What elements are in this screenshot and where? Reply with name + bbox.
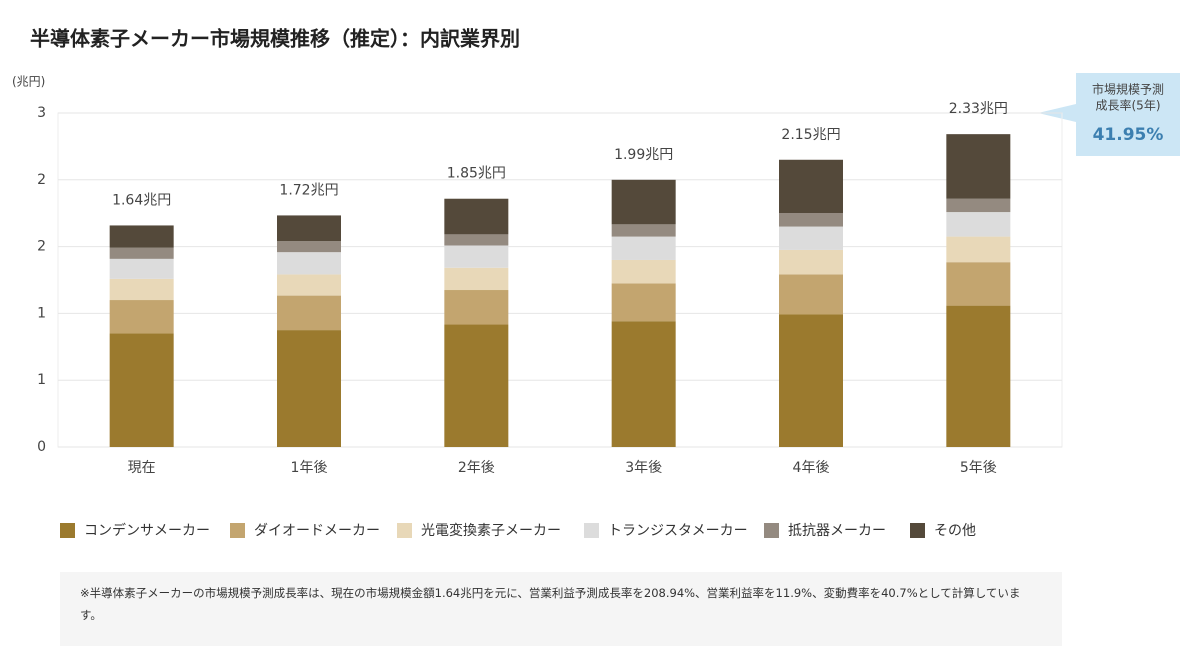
bar-segment xyxy=(277,330,341,447)
footnote: ※半導体素子メーカーの市場規模予測成長率は、現在の市場規模金額1.64兆円を元に… xyxy=(60,572,1062,646)
bar-segment xyxy=(779,249,843,275)
bar-segment xyxy=(444,324,509,447)
bar-segment xyxy=(946,212,1011,237)
callout-box xyxy=(1038,73,1180,156)
bar-total-label: 1.72兆円 xyxy=(279,182,338,198)
x-tick-label: 3年後 xyxy=(625,460,662,476)
bar-segment xyxy=(444,198,509,235)
bar-segment xyxy=(611,259,676,284)
legend-label: コンデンサメーカー xyxy=(84,522,210,539)
legend-label: 光電変換素子メーカー xyxy=(421,522,561,539)
legend-swatch xyxy=(60,523,75,538)
chart: 半導体素子メーカー市場規模推移（推定）：内訳業界別 (兆円) 市場規模予測 成長… xyxy=(12,27,1180,539)
bar-segment xyxy=(444,290,509,325)
bar-segment xyxy=(946,134,1011,199)
bar-total-label: 1.85兆円 xyxy=(447,166,506,182)
bar-segment xyxy=(611,283,676,322)
bar-segment xyxy=(779,274,843,315)
callout-text: 市場規模予測 xyxy=(1092,82,1164,97)
y-tick-label: 1 xyxy=(37,305,46,321)
bar-segment xyxy=(109,258,174,279)
bar-segment xyxy=(611,321,676,447)
bar-segment xyxy=(779,159,843,214)
y-tick-label: 3 xyxy=(37,105,46,121)
bar-segment xyxy=(611,236,676,260)
x-tick-label: 4年後 xyxy=(793,460,830,476)
bar-segment xyxy=(946,236,1011,263)
y-tick-label: 2 xyxy=(37,239,46,255)
bar-segment xyxy=(277,252,341,275)
bar-segment xyxy=(444,234,509,246)
y-axis-label: (兆円) xyxy=(12,75,45,89)
bar-segment xyxy=(109,278,174,301)
legend-label: ダイオードメーカー xyxy=(254,523,380,539)
bar-segment xyxy=(946,305,1011,447)
bar-segment xyxy=(779,226,843,250)
bar-total-label: 2.33兆円 xyxy=(949,101,1008,117)
y-tick-label: 1 xyxy=(37,372,46,388)
legend-swatch xyxy=(584,523,599,538)
bar-segment xyxy=(277,295,341,331)
legend-swatch xyxy=(397,523,412,538)
legend-label: トランジスタメーカー xyxy=(608,523,748,539)
callout-value: 41.95% xyxy=(1093,125,1164,145)
bar-total-label: 2.15兆円 xyxy=(781,127,840,143)
bar-segment xyxy=(109,247,174,259)
x-tick-label: 1年後 xyxy=(291,460,328,476)
bar-segment xyxy=(109,300,174,334)
legend-swatch xyxy=(764,523,779,538)
bar-segment xyxy=(109,333,174,447)
bar-segment xyxy=(277,274,341,296)
y-tick-label: 2 xyxy=(37,172,46,188)
legend-label: その他 xyxy=(934,523,976,539)
x-tick-label: 2年後 xyxy=(458,460,495,476)
bar-segment xyxy=(444,267,509,291)
bar-segment xyxy=(946,198,1011,213)
x-tick-label: 5年後 xyxy=(960,460,997,476)
legend-swatch xyxy=(230,523,245,538)
bar-segment xyxy=(946,262,1011,306)
bar-segment xyxy=(611,224,676,237)
bar-total-label: 1.64兆円 xyxy=(112,192,171,208)
bar-total-label: 1.99兆円 xyxy=(614,147,673,163)
callout-text: 成長率(5年) xyxy=(1096,98,1161,113)
bar-segment xyxy=(444,245,509,268)
bar-segment xyxy=(277,215,341,242)
legend-swatch xyxy=(910,523,925,538)
bar-segment xyxy=(611,179,676,225)
bar-segment xyxy=(779,314,843,447)
chart-title: 半導体素子メーカー市場規模推移（推定）：内訳業界別 xyxy=(30,27,520,51)
bar-segment xyxy=(277,241,341,253)
x-tick-label: 現在 xyxy=(128,460,156,476)
y-tick-label: 0 xyxy=(37,439,46,455)
plot-frame xyxy=(57,112,1063,448)
bar-segment xyxy=(109,225,174,248)
legend-label: 抵抗器メーカー xyxy=(788,523,886,539)
bar-segment xyxy=(779,213,843,227)
